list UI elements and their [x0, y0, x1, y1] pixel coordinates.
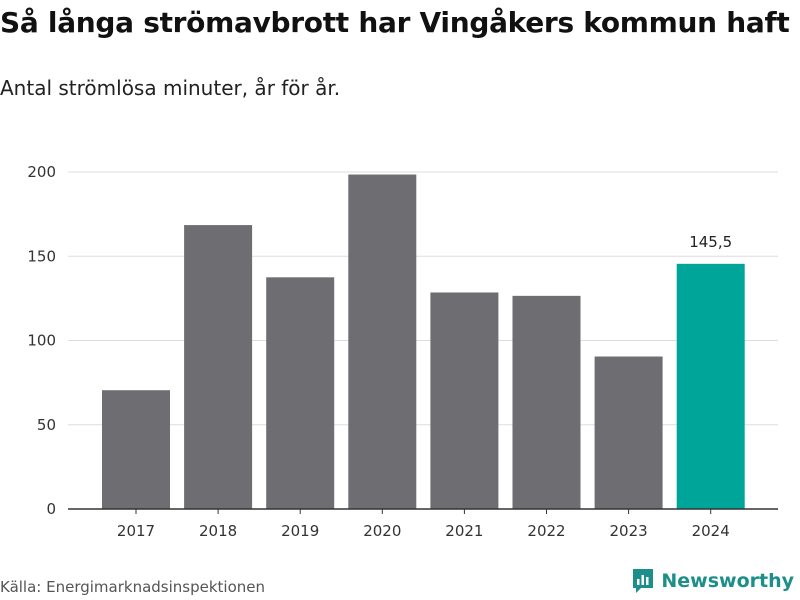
bar-highlight	[676, 263, 745, 509]
x-tick-label: 2023	[610, 522, 648, 540]
data-label: 145,5	[689, 233, 732, 251]
brand-name: Newsworthy	[661, 570, 794, 592]
bar	[102, 390, 170, 509]
x-tick-label: 2020	[363, 522, 401, 540]
bar	[512, 295, 581, 509]
chart-subtitle: Antal strömlösa minuter, år för år.	[0, 76, 341, 100]
x-tick-label: 2017	[117, 522, 155, 540]
bar	[594, 356, 663, 509]
bar	[430, 292, 499, 509]
bar-chart: 0 50 100 150 200 2017 2018 2019 2020 2021 2022 2023…	[27, 163, 778, 540]
source-note: Källa: Energimarknadsinspektionen	[0, 578, 266, 596]
y-tick-label: 50	[37, 416, 56, 434]
x-tick-label: 2024	[692, 522, 730, 540]
y-tick-label: 100	[27, 332, 56, 350]
newsworthy-logo-icon	[633, 569, 654, 593]
bar	[184, 225, 253, 509]
bar	[348, 174, 417, 509]
x-tick-label: 2019	[281, 522, 319, 540]
brand-logo: Newsworthy	[631, 568, 794, 594]
chart-title: Så långa strömavbrott har Vingåkers komm…	[0, 6, 790, 39]
y-tick-label: 0	[46, 500, 56, 518]
x-tick-label: 2022	[527, 522, 565, 540]
y-tick-label: 200	[27, 163, 56, 181]
y-tick-label: 150	[27, 247, 56, 265]
x-tick-label: 2018	[199, 522, 237, 540]
x-tick-label: 2021	[445, 522, 483, 540]
bar	[266, 277, 335, 509]
